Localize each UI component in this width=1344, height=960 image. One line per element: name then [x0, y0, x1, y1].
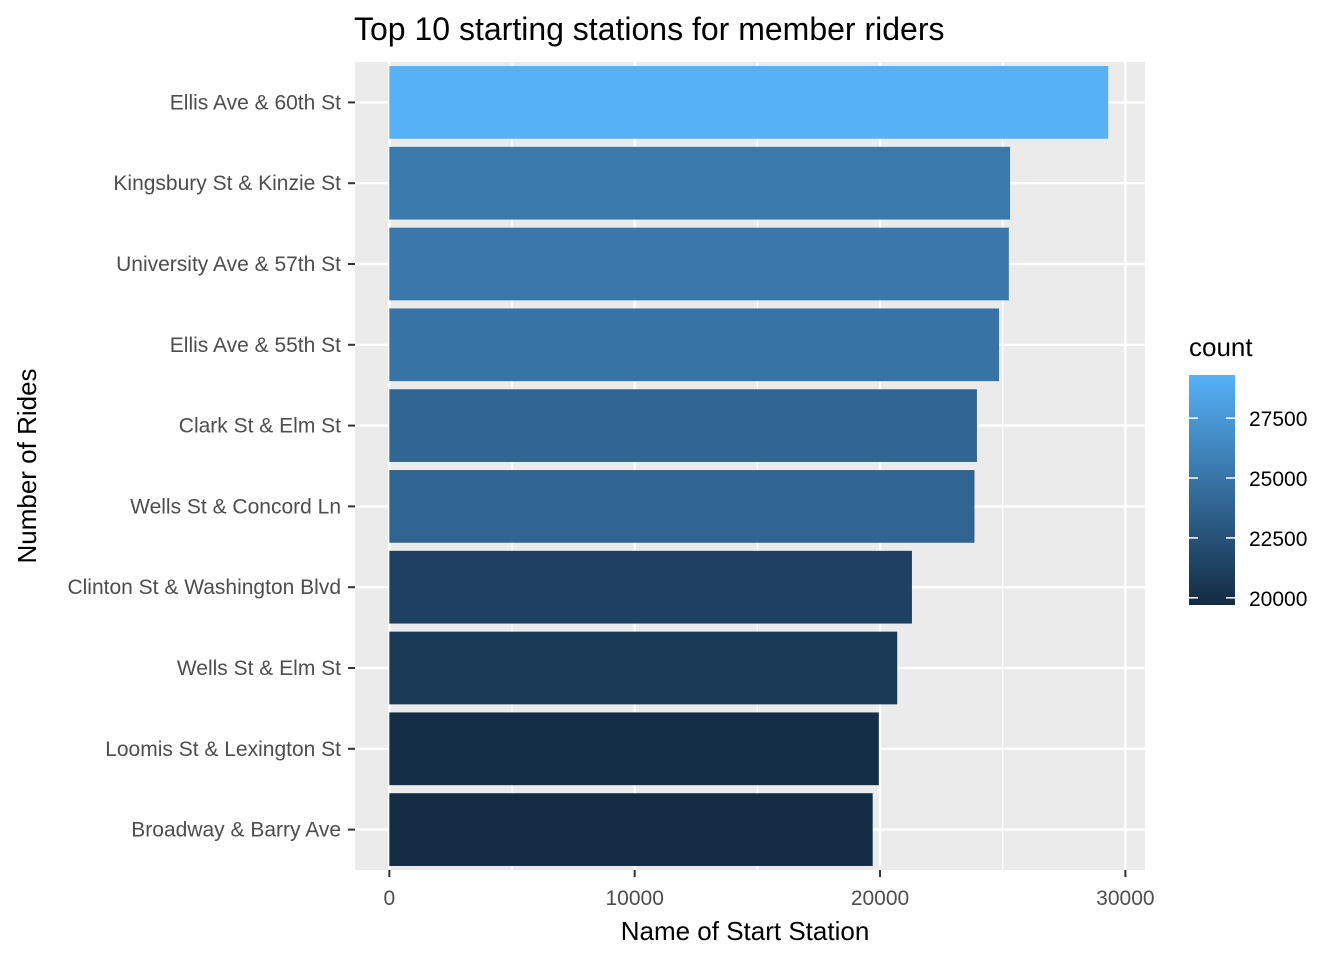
bar [389, 389, 977, 462]
x-tick-label: 10000 [605, 887, 663, 910]
legend-colorbar [1189, 375, 1235, 605]
bar [389, 66, 1109, 139]
chart-title: Top 10 starting stations for member ride… [354, 11, 944, 47]
bar [389, 631, 898, 705]
bar [389, 550, 912, 624]
bar [389, 470, 975, 543]
y-axis: Ellis Ave & 60th St Kingsbury St & Kinzie… [67, 91, 355, 842]
x-tick-label: 0 [384, 887, 396, 910]
y-axis-title: Number of Rides [12, 368, 42, 563]
y-tick-label: Kingsbury St & Kinzie St [113, 172, 341, 195]
bar [389, 227, 1009, 301]
y-tick-label: University Ave & 57th St [116, 253, 341, 276]
y-tick-label: Clark St & Elm St [179, 415, 341, 438]
y-tick-label: Wells St & Concord Ln [130, 495, 341, 518]
legend-tick-label: 25000 [1249, 468, 1307, 491]
y-tick-label: Clinton St & Washington Blvd [67, 576, 341, 599]
bar [389, 308, 1000, 382]
y-tick-label: Wells St & Elm St [177, 657, 341, 680]
x-tick-label: 30000 [1096, 887, 1154, 910]
bar [389, 712, 879, 786]
bar [389, 793, 873, 866]
y-tick-label: Loomis St & Lexington St [105, 738, 341, 761]
legend-tick-label: 27500 [1249, 408, 1307, 431]
legend-title: count [1189, 332, 1253, 362]
legend-tick-label: 20000 [1249, 588, 1307, 611]
x-axis: 0 10000 20000 30000 [384, 870, 1155, 910]
y-tick-label: Ellis Ave & 60th St [170, 91, 341, 114]
x-tick-label: 20000 [851, 887, 909, 910]
legend-ticks: 20000 22500 25000 27500 [1189, 408, 1307, 611]
x-axis-title: Name of Start Station [621, 916, 870, 946]
y-tick-label: Ellis Ave & 55th St [170, 334, 341, 357]
bars [389, 66, 1109, 866]
bar [389, 146, 1011, 220]
color-legend: count 20000 22500 25000 27500 [1189, 332, 1307, 611]
y-tick-label: Broadway & Barry Ave [131, 819, 341, 842]
legend-tick-label: 22500 [1249, 528, 1307, 551]
